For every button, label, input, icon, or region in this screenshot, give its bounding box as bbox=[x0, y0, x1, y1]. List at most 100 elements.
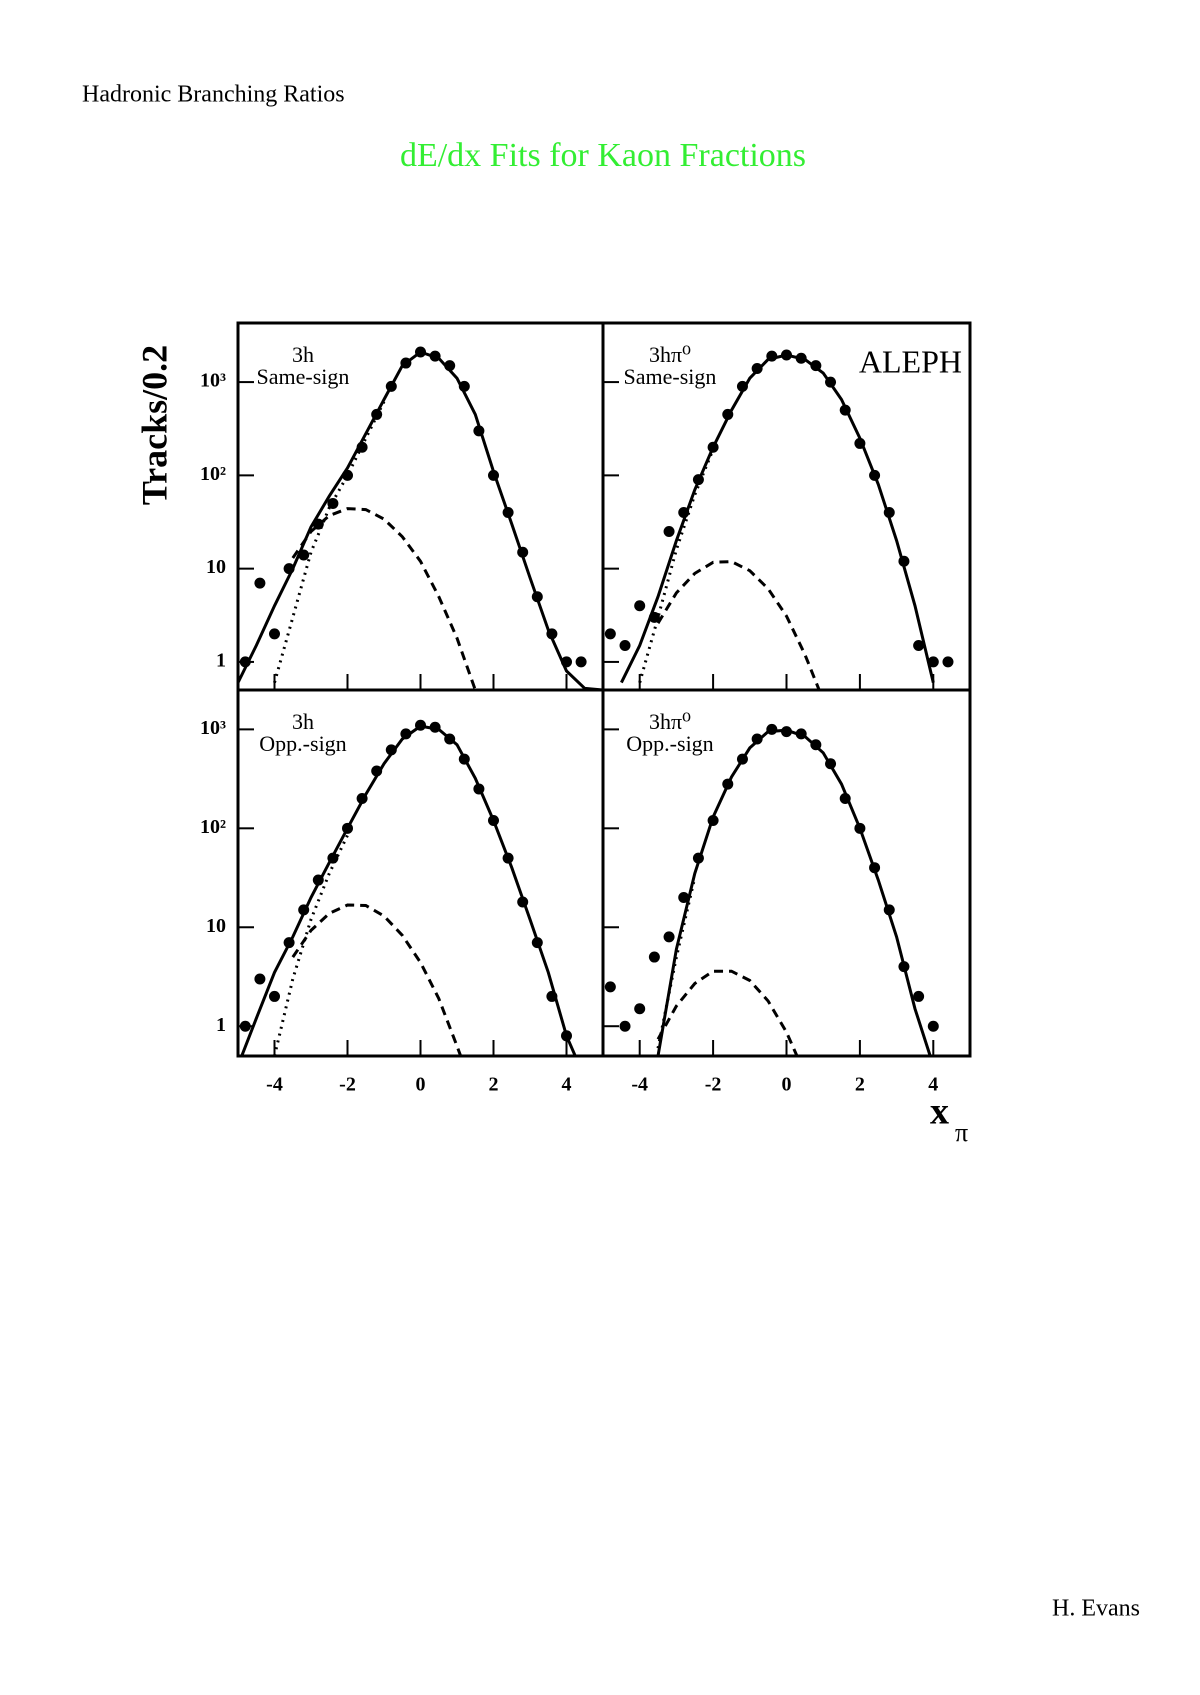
data-point bbox=[517, 546, 529, 558]
data-point bbox=[546, 628, 558, 640]
data-point bbox=[766, 350, 778, 362]
data-point bbox=[575, 656, 587, 668]
data-point bbox=[604, 628, 616, 640]
data-point bbox=[927, 656, 939, 668]
curve-dotted bbox=[656, 876, 697, 1049]
curve-solid bbox=[238, 350, 603, 690]
x-tick-label: -4 bbox=[266, 1074, 283, 1096]
data-point bbox=[707, 814, 719, 826]
x-tick-label: 0 bbox=[416, 1074, 426, 1096]
data-point bbox=[825, 758, 837, 770]
data-point bbox=[810, 360, 822, 372]
curve-solid bbox=[656, 728, 932, 1056]
data-point bbox=[913, 639, 925, 651]
data-point bbox=[429, 721, 441, 733]
data-point bbox=[531, 937, 543, 949]
data-point bbox=[869, 469, 881, 481]
data-point bbox=[722, 778, 734, 790]
data-point bbox=[825, 376, 837, 388]
data-point bbox=[692, 474, 704, 486]
data-point bbox=[854, 822, 866, 834]
data-point bbox=[458, 753, 470, 765]
y-tick-label: 10³ bbox=[200, 717, 226, 739]
data-point bbox=[869, 862, 881, 874]
y-tick-label: 1 bbox=[216, 650, 226, 672]
data-point bbox=[488, 814, 499, 826]
curve-dashed bbox=[291, 507, 477, 690]
data-point bbox=[415, 719, 426, 731]
panel bbox=[239, 719, 577, 1056]
data-point bbox=[898, 555, 910, 567]
y-axis-label: Tracks/0.2 bbox=[134, 345, 174, 505]
curve-solid bbox=[620, 353, 935, 684]
x-tick-label: -4 bbox=[631, 1074, 648, 1096]
data-point bbox=[883, 506, 895, 518]
data-point bbox=[458, 380, 470, 392]
data-point bbox=[648, 951, 660, 963]
x-tick-label: 0 bbox=[782, 1074, 792, 1096]
data-point bbox=[371, 765, 383, 777]
data-point bbox=[531, 591, 543, 603]
curve-dashed bbox=[291, 903, 463, 1056]
data-point bbox=[604, 981, 616, 993]
data-point bbox=[561, 1030, 572, 1042]
data-point bbox=[283, 937, 295, 949]
panel bbox=[604, 349, 954, 690]
data-point bbox=[736, 753, 748, 765]
data-point bbox=[722, 408, 734, 420]
data-point bbox=[517, 896, 529, 908]
data-point bbox=[707, 441, 719, 453]
data-point bbox=[298, 549, 310, 561]
x-tick-label: 2 bbox=[855, 1074, 865, 1096]
data-point bbox=[854, 437, 866, 449]
x-tick-label: -2 bbox=[705, 1074, 722, 1096]
data-point bbox=[269, 628, 280, 640]
annotation: ALEPH bbox=[859, 343, 962, 379]
panel-label: Same-sign bbox=[624, 364, 717, 389]
data-point bbox=[269, 990, 280, 1002]
data-point bbox=[839, 793, 851, 805]
y-tick-label: 10 bbox=[206, 556, 226, 578]
data-point bbox=[327, 852, 339, 864]
data-point bbox=[736, 380, 748, 392]
data-point bbox=[766, 723, 778, 735]
panel-label: Opp.-sign bbox=[626, 731, 713, 756]
data-point bbox=[839, 404, 851, 416]
data-point bbox=[751, 733, 763, 745]
data-point bbox=[619, 1020, 631, 1032]
data-point bbox=[781, 726, 792, 738]
data-point bbox=[795, 728, 807, 740]
data-point bbox=[400, 728, 412, 740]
header-title: Hadronic Branching Ratios bbox=[82, 82, 345, 108]
data-point bbox=[429, 350, 441, 362]
data-point bbox=[342, 469, 353, 481]
data-point bbox=[327, 497, 339, 509]
data-point bbox=[356, 793, 368, 805]
data-point bbox=[473, 425, 485, 437]
data-point bbox=[619, 639, 631, 651]
data-point bbox=[502, 506, 514, 518]
data-point bbox=[400, 357, 412, 369]
data-point bbox=[254, 577, 266, 589]
data-point bbox=[415, 346, 426, 358]
data-point bbox=[444, 733, 456, 745]
curve-dotted bbox=[273, 834, 349, 1056]
x-tick-label: -2 bbox=[339, 1074, 356, 1096]
curve-dashed bbox=[656, 560, 821, 690]
data-point bbox=[312, 518, 324, 530]
curve-solid bbox=[240, 724, 577, 1056]
data-point bbox=[488, 469, 499, 481]
x-tick-label: 4 bbox=[928, 1074, 938, 1096]
data-point bbox=[795, 352, 807, 364]
data-point bbox=[634, 600, 646, 612]
data-point bbox=[883, 904, 895, 916]
curve-dashed bbox=[656, 969, 799, 1056]
chart-title: dE/dx Fits for Kaon Fractions bbox=[400, 137, 806, 174]
author: H. Evans bbox=[1052, 1596, 1140, 1622]
curve-dotted bbox=[273, 400, 386, 684]
data-point bbox=[648, 611, 660, 623]
data-point bbox=[927, 1020, 939, 1032]
data-point bbox=[913, 990, 925, 1002]
data-point bbox=[942, 656, 954, 668]
